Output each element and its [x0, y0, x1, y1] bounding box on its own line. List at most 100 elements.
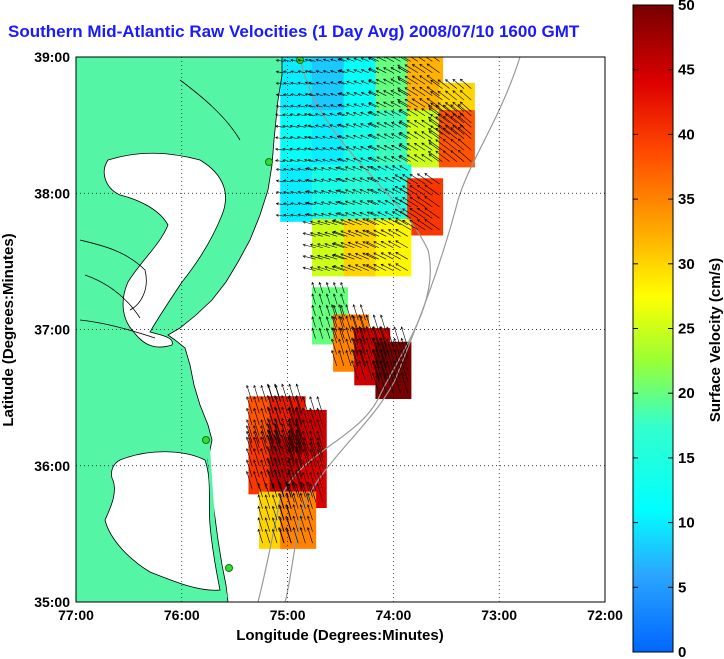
velocity-arrow	[329, 113, 338, 117]
velocity-arrow	[390, 101, 401, 108]
velocity-arrow	[304, 159, 313, 162]
velocity-arrow-head	[275, 81, 279, 85]
velocity-arrow-head	[383, 156, 387, 160]
velocity-arrow	[297, 59, 306, 62]
colorbar-tick-label: 10	[678, 515, 695, 532]
velocity-arrow	[445, 90, 458, 101]
velocity-arrow	[278, 481, 285, 498]
velocity-arrow	[304, 125, 313, 128]
velocity-arrow	[369, 111, 380, 117]
velocity-arrow-head	[390, 90, 394, 93]
velocity-arrow-head	[260, 430, 264, 434]
velocity-arrow	[276, 191, 284, 194]
river-delaware	[179, 79, 241, 141]
velocity-arrow	[360, 327, 366, 344]
velocity-arrow-head	[253, 430, 257, 434]
velocity-arrow	[310, 232, 323, 237]
velocity-arrow	[406, 154, 419, 162]
velocity-arrow	[337, 124, 345, 128]
velocity-arrow	[370, 200, 380, 205]
velocity-arrow	[331, 304, 337, 321]
velocity-arrow-head	[304, 81, 308, 85]
velocity-arrow-head	[315, 70, 319, 73]
velocity-arrow	[272, 529, 278, 544]
velocity-arrow-head	[257, 482, 261, 487]
velocity-arrow-head	[376, 133, 380, 137]
velocity-arrow	[268, 419, 274, 437]
velocity-arrow-head	[297, 70, 301, 74]
velocity-arrow	[246, 448, 253, 466]
velocity-arrow	[331, 316, 337, 332]
velocity-arrow-head	[290, 104, 294, 108]
velocity-arrow-head	[322, 58, 326, 62]
velocity-arrow	[331, 327, 337, 344]
velocity-arrow-head	[325, 316, 329, 320]
velocity-arrow	[399, 109, 411, 117]
velocity-arrow	[279, 506, 285, 521]
velocity-arrow-head	[322, 124, 326, 128]
velocity-arrow	[329, 159, 338, 162]
velocity-arrow-head	[368, 102, 372, 105]
velocity-arrow	[366, 314, 373, 334]
velocity-arrow	[290, 148, 299, 151]
velocity-arrow	[321, 213, 331, 217]
velocity-arrow-head	[260, 447, 264, 452]
velocity-arrow	[460, 78, 472, 89]
velocity-arrow-head	[406, 143, 410, 146]
velocity-arrow-head	[397, 66, 401, 70]
velocity-arrow	[290, 71, 299, 74]
velocity-arrow-head	[437, 90, 441, 94]
velocity-arrow-head	[287, 448, 291, 452]
velocity-arrow-head	[426, 86, 430, 90]
velocity-arrow	[384, 133, 394, 140]
velocity-arrow-head	[260, 436, 264, 440]
velocity-arrow	[331, 338, 337, 355]
velocity-arrow-head	[394, 208, 398, 212]
velocity-cell	[280, 57, 317, 113]
velocity-arrow-head	[426, 63, 430, 67]
velocity-arrow	[372, 372, 380, 394]
velocity-arrow	[348, 253, 362, 260]
colorbar-tick-label: 50	[678, 0, 695, 14]
velocity-arrow-head	[271, 528, 275, 532]
velocity-arrow-head	[384, 211, 388, 215]
velocity-arrow	[359, 177, 369, 183]
velocity-arrow-head	[320, 167, 324, 170]
velocity-arrow	[300, 504, 306, 521]
velocity-arrow	[293, 493, 299, 509]
velocity-arrow	[317, 408, 324, 428]
outer-banks	[206, 439, 228, 599]
velocity-arrow	[376, 79, 387, 85]
velocity-arrow	[297, 113, 306, 117]
velocity-arrow	[395, 252, 408, 260]
velocity-arrow	[316, 59, 323, 62]
velocity-arrow-head	[297, 81, 301, 85]
velocity-arrow	[401, 349, 409, 371]
velocity-arrow	[272, 494, 278, 509]
velocity-arrow-head	[253, 396, 257, 400]
velocity-arrow	[376, 133, 387, 140]
velocity-arrow	[366, 326, 373, 346]
velocity-arrow-head	[302, 441, 305, 446]
velocity-arrow-head	[253, 436, 256, 440]
velocity-arrow-head	[390, 67, 394, 70]
velocity-arrow	[373, 264, 387, 271]
velocity-arrow-head	[274, 383, 277, 387]
velocity-arrow	[278, 504, 285, 521]
velocity-arrow	[360, 157, 369, 162]
velocity-arrow	[376, 102, 387, 108]
velocity-arrow	[373, 252, 387, 260]
velocity-arrow	[417, 207, 433, 219]
velocity-arrow	[302, 472, 310, 491]
velocity-arrow	[265, 517, 271, 532]
velocity-arrow-head	[282, 81, 287, 85]
velocity-arrow	[366, 264, 380, 271]
velocity-arrow	[353, 69, 362, 74]
velocity-arrow-head	[368, 57, 371, 59]
velocity-arrow	[295, 472, 302, 491]
map-title: Southern Mid-Atlantic Raw Velocities (1 …	[8, 22, 580, 41]
x-tick-label: 77:00	[58, 607, 94, 623]
velocity-arrow-head	[303, 124, 308, 128]
velocity-arrow	[386, 326, 394, 348]
velocity-arrow	[376, 122, 387, 128]
